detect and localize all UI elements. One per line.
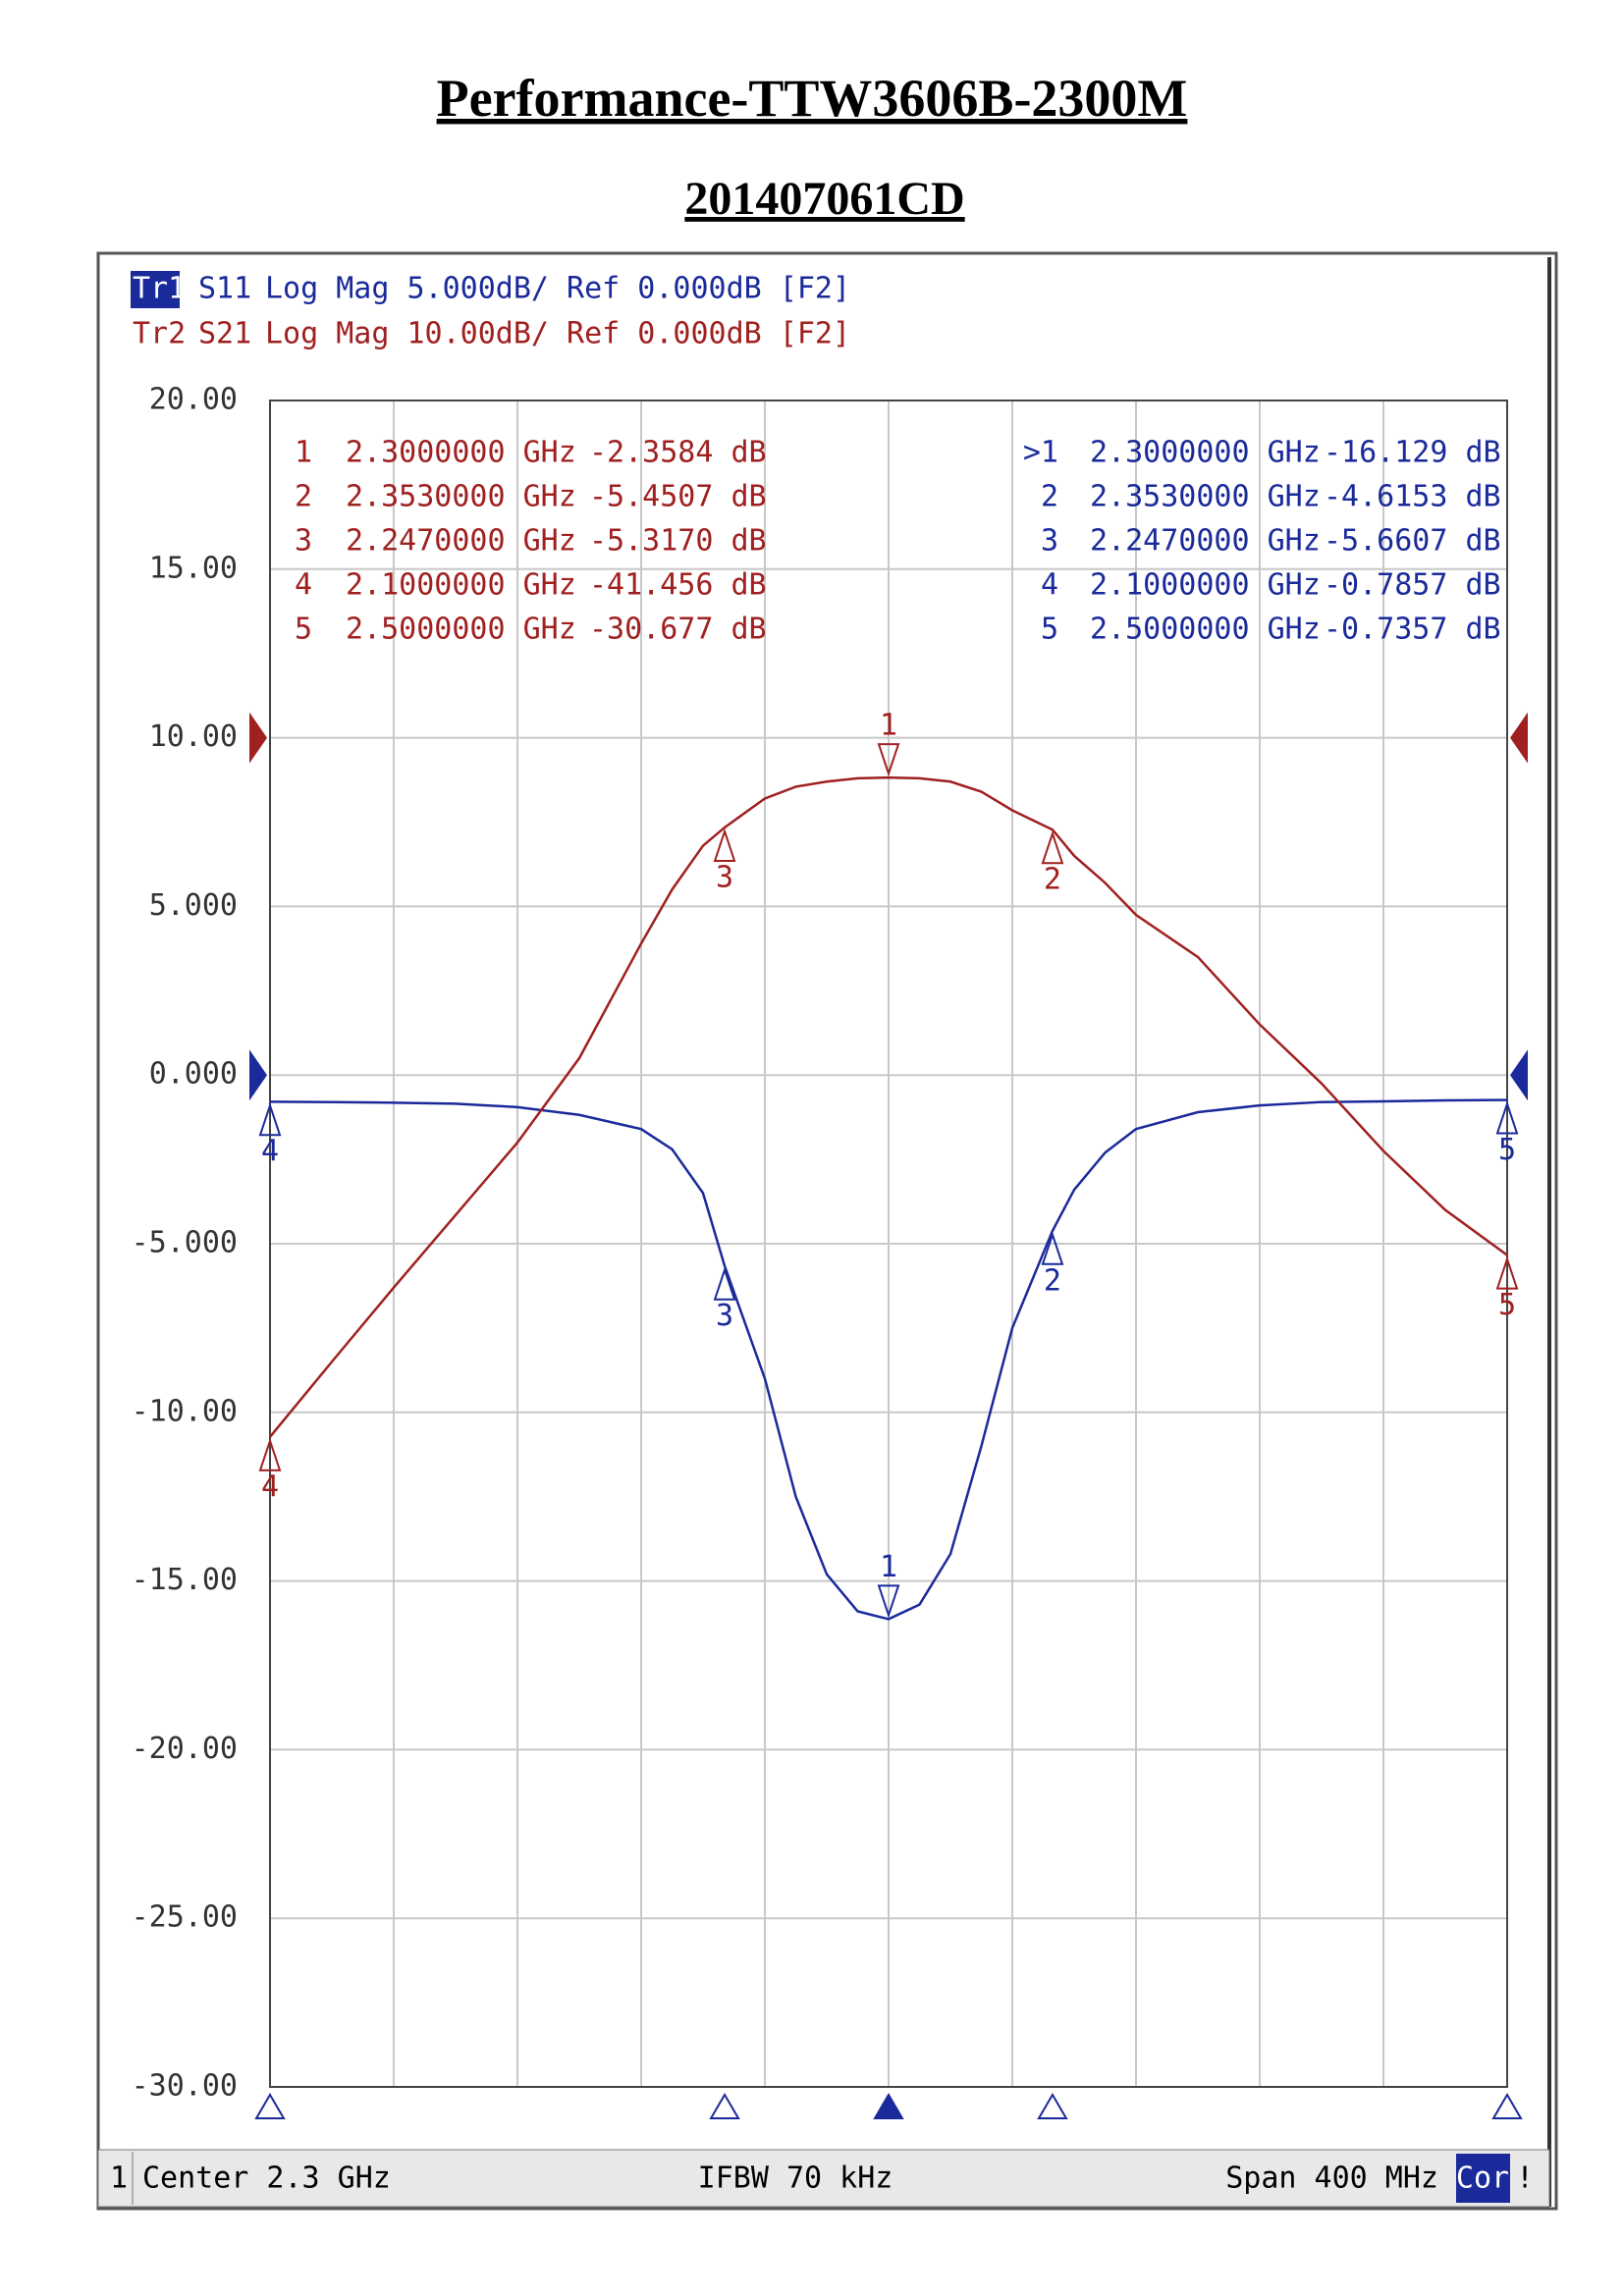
marker-frequency: 2.3000000 GHz bbox=[346, 436, 576, 470]
marker-id: >1 bbox=[1023, 436, 1058, 470]
marker-value: -41.456 dB bbox=[589, 568, 767, 603]
marker-id: 1 bbox=[295, 436, 312, 470]
ref-arrow bbox=[249, 712, 267, 764]
marker-number: 1 bbox=[880, 1550, 897, 1584]
marker-frequency: 2.3530000 GHz bbox=[346, 480, 576, 514]
marker-frequency: 2.2470000 GHz bbox=[1090, 524, 1321, 559]
ref-arrow bbox=[1510, 712, 1528, 764]
cor: Cor bbox=[1456, 2162, 1509, 2196]
ref-arrow bbox=[249, 1049, 267, 1101]
marker-value: -16.129 dB bbox=[1324, 436, 1501, 470]
y-tick-label: -30.00 bbox=[132, 2069, 238, 2104]
center-freq: Center 2.3 GHz bbox=[142, 2162, 391, 2196]
marker-frequency: 2.2470000 GHz bbox=[346, 524, 576, 559]
ifbw: IFBW 70 kHz bbox=[698, 2162, 893, 2196]
y-tick-label: 0.000 bbox=[149, 1057, 238, 1092]
marker-number: 4 bbox=[261, 1469, 279, 1504]
marker-number: 2 bbox=[1044, 1263, 1061, 1298]
marker-frequency: 2.3000000 GHz bbox=[1090, 436, 1321, 470]
chart-title: Performance-TTW3606B-2300M bbox=[437, 69, 1188, 128]
marker-value: -5.6607 dB bbox=[1324, 524, 1501, 559]
marker-id: 5 bbox=[295, 613, 312, 647]
marker-id: 2 bbox=[295, 480, 312, 514]
trace-id: Tr1 bbox=[133, 272, 186, 306]
status-bar bbox=[97, 2149, 1550, 2208]
marker-id: 3 bbox=[295, 524, 312, 559]
stimulus-marker bbox=[1491, 2093, 1523, 2119]
marker-number: 5 bbox=[1498, 1288, 1516, 1322]
active-trace-box bbox=[131, 271, 180, 308]
legend-label: S11 bbox=[198, 272, 251, 306]
marker-number: 5 bbox=[1498, 1133, 1516, 1167]
y-tick-label: -5.000 bbox=[132, 1226, 238, 1260]
plot-border bbox=[269, 400, 1508, 2088]
stimulus-marker bbox=[254, 2093, 286, 2119]
stimulus-marker bbox=[709, 2093, 740, 2119]
marker bbox=[1495, 1100, 1519, 1135]
screen-frame bbox=[96, 251, 1558, 2211]
marker bbox=[1041, 1231, 1064, 1265]
marker bbox=[1495, 1255, 1519, 1290]
trace-id: Tr2 bbox=[133, 317, 186, 351]
channel: 1 bbox=[110, 2162, 128, 2196]
y-tick-label: 5.000 bbox=[149, 888, 238, 923]
ref-arrow bbox=[1510, 1049, 1528, 1101]
marker-value: -5.4507 dB bbox=[589, 480, 767, 514]
marker-number: 4 bbox=[261, 1135, 279, 1169]
marker-id: 4 bbox=[295, 568, 312, 603]
y-tick-label: 20.00 bbox=[149, 383, 238, 417]
marker bbox=[877, 743, 900, 777]
trace-format: Log Mag 10.00dB/ Ref 0.000dB [F2] bbox=[265, 317, 850, 351]
marker bbox=[258, 1437, 282, 1471]
marker-number: 3 bbox=[716, 1299, 733, 1333]
marker bbox=[258, 1102, 282, 1137]
marker-frequency: 2.5000000 GHz bbox=[1090, 613, 1321, 647]
y-tick-label: -10.00 bbox=[132, 1394, 238, 1428]
marker-id: 2 bbox=[1041, 480, 1058, 514]
marker-number: 2 bbox=[1044, 863, 1061, 897]
marker bbox=[713, 1266, 736, 1301]
y-tick-label: -25.00 bbox=[132, 1900, 238, 1935]
marker-frequency: 2.1000000 GHz bbox=[346, 568, 576, 603]
marker-number: 3 bbox=[716, 860, 733, 894]
marker-value: -0.7857 dB bbox=[1324, 568, 1501, 603]
marker-value: -0.7357 dB bbox=[1324, 613, 1501, 647]
marker-id: 5 bbox=[1041, 613, 1058, 647]
marker-id: 3 bbox=[1041, 524, 1058, 559]
marker-frequency: 2.1000000 GHz bbox=[1090, 568, 1321, 603]
trace-line bbox=[269, 775, 1508, 1438]
legend-label: S21 bbox=[198, 317, 251, 351]
marker bbox=[877, 1584, 900, 1619]
marker bbox=[713, 828, 736, 862]
marker-value: -30.677 dB bbox=[589, 613, 767, 647]
y-tick-label: 10.00 bbox=[149, 720, 238, 754]
status-flag: ! bbox=[1516, 2162, 1534, 2196]
trace-line bbox=[269, 1098, 1508, 1621]
chart-subtitle: 201407061CD bbox=[684, 173, 964, 225]
marker-value: -5.3170 dB bbox=[589, 524, 767, 559]
span: Span 400 MHz bbox=[1225, 2162, 1438, 2196]
marker bbox=[1041, 830, 1064, 865]
stimulus-marker bbox=[1037, 2093, 1068, 2119]
marker-value: -2.3584 dB bbox=[589, 436, 767, 470]
y-tick-label: -15.00 bbox=[132, 1563, 238, 1597]
cor-box bbox=[1456, 2154, 1510, 2203]
marker-frequency: 2.3530000 GHz bbox=[1090, 480, 1321, 514]
marker-frequency: 2.5000000 GHz bbox=[346, 613, 576, 647]
y-tick-label: -20.00 bbox=[132, 1732, 238, 1766]
trace-format: Log Mag 5.000dB/ Ref 0.000dB [F2] bbox=[265, 272, 850, 306]
stimulus-marker bbox=[873, 2093, 904, 2119]
marker-number: 1 bbox=[880, 709, 897, 743]
marker-value: -4.6153 dB bbox=[1324, 480, 1501, 514]
y-tick-label: 15.00 bbox=[149, 551, 238, 585]
marker-id: 4 bbox=[1041, 568, 1058, 603]
